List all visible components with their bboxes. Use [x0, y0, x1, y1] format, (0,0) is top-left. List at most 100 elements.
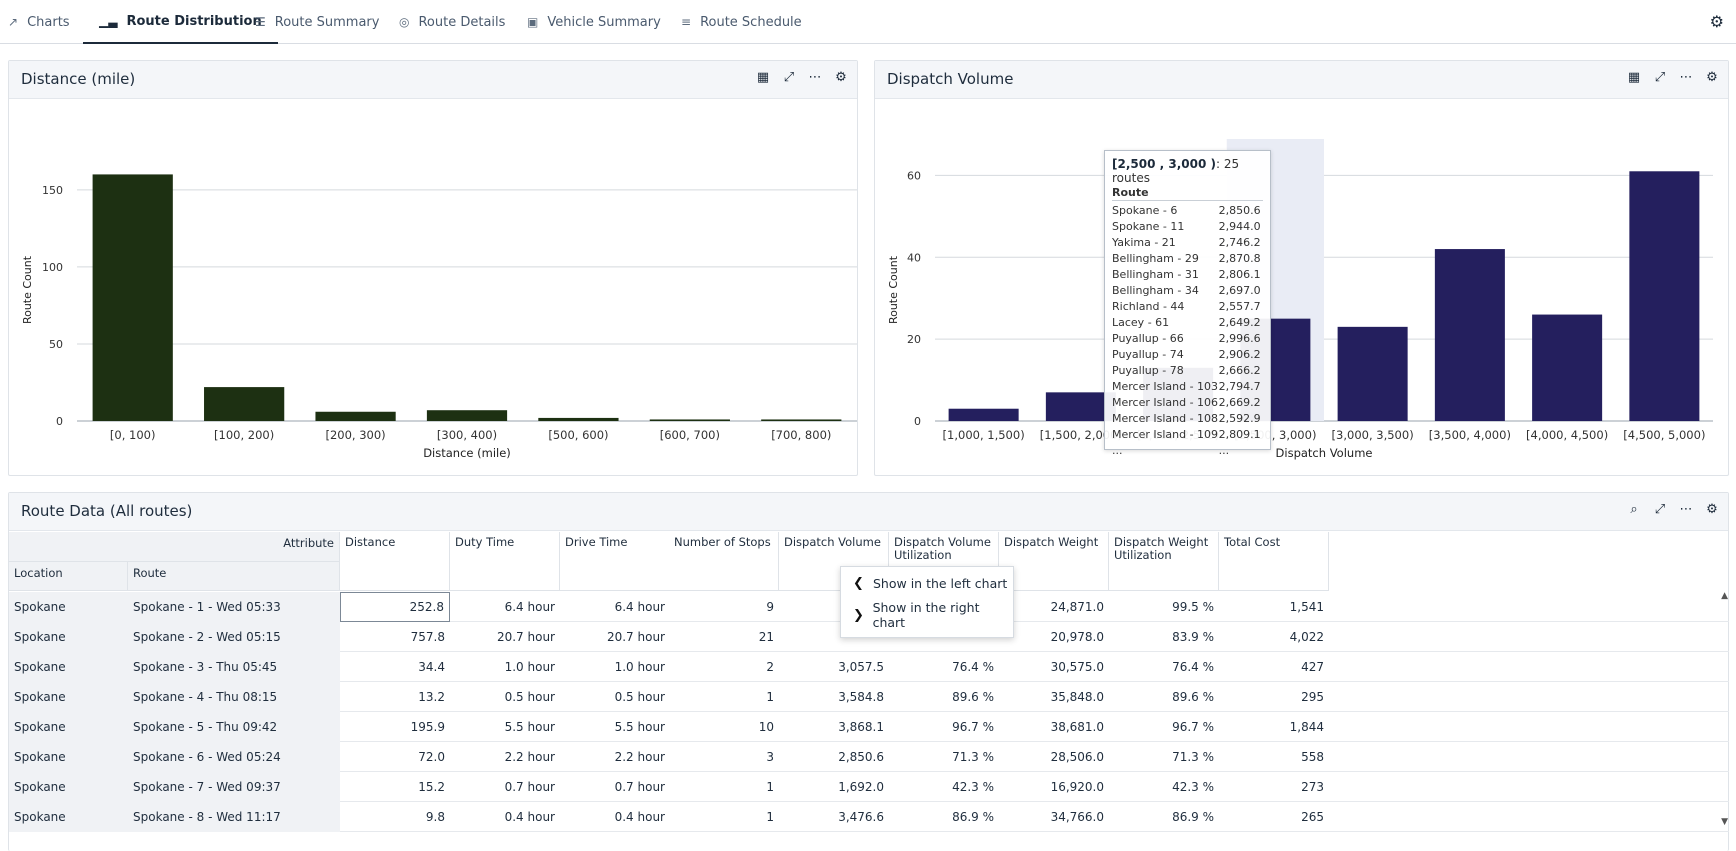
data-cell[interactable]: 21 [758, 630, 774, 644]
data-cell[interactable]: 76.4 % [1172, 660, 1214, 674]
data-cell[interactable]: 1,692.0 [838, 780, 884, 794]
data-cell[interactable]: 6.4 hour [504, 600, 555, 614]
data-cell[interactable]: 3,476.6 [838, 810, 884, 824]
data-cell[interactable]: 4,022 [1289, 630, 1324, 644]
table-row[interactable]: Spokane Spokane - 7 - Wed 09:37 15.2 0.7 ho… [9, 772, 1729, 802]
data-cell[interactable]: 1 [766, 690, 774, 704]
data-cell[interactable]: 15.2 [418, 780, 445, 794]
data-cell[interactable]: 86.9 % [952, 810, 994, 824]
route-cell[interactable]: Spokane - 6 - Wed 05:24 [128, 742, 340, 772]
column-header[interactable]: Duty Time [450, 532, 560, 591]
table-icon[interactable]: ▦ [756, 70, 770, 85]
data-cell[interactable]: 2,850.6 [838, 750, 884, 764]
data-cell[interactable]: 35,848.0 [1050, 690, 1104, 704]
expand-icon[interactable]: ⤢ [783, 70, 795, 85]
data-cell[interactable]: 9 [766, 600, 774, 614]
data-cell[interactable]: 0.4 hour [504, 810, 555, 824]
expand-icon[interactable]: ⤢ [1654, 70, 1666, 85]
tab-vehicle-summary[interactable]: ▣ Vehicle Summary [527, 0, 661, 44]
data-cell[interactable]: 83.9 % [1172, 630, 1214, 644]
route-cell[interactable]: Spokane - 4 - Thu 08:15 [128, 682, 340, 712]
tab-charts[interactable]: ↗ Charts [8, 0, 70, 44]
table-icon[interactable]: ▦ [1627, 70, 1641, 85]
gear-icon[interactable]: ⚙ [1709, 12, 1724, 31]
show-in-right-chart-item[interactable]: ❯ Show in the right chart [841, 599, 1013, 631]
data-cell[interactable]: 20,978.0 [1050, 630, 1104, 644]
data-cell[interactable]: 273 [1301, 780, 1324, 794]
location-cell[interactable]: Spokane [9, 802, 128, 832]
data-cell[interactable]: 1 [766, 780, 774, 794]
data-cell[interactable]: 265 [1301, 810, 1324, 824]
table-row[interactable]: Spokane Spokane - 8 - Wed 11:17 9.8 0.4 hou… [9, 802, 1729, 832]
route-cell[interactable]: Spokane - 5 - Thu 09:42 [128, 712, 340, 742]
location-cell[interactable]: Spokane [9, 682, 128, 712]
data-cell[interactable]: 96.7 % [1172, 720, 1214, 734]
location-cell[interactable]: Spokane [9, 652, 128, 682]
route-cell[interactable]: Spokane - 2 - Wed 05:15 [128, 622, 340, 652]
data-cell[interactable]: 30,575.0 [1050, 660, 1104, 674]
data-cell[interactable]: 42.3 % [952, 780, 994, 794]
route-header[interactable]: Route [128, 562, 340, 591]
column-header[interactable]: Drive Time [560, 532, 670, 591]
more-icon[interactable]: ⋯ [1679, 502, 1693, 517]
data-cell[interactable]: 38,681.0 [1050, 720, 1104, 734]
data-cell[interactable]: 10 [758, 720, 774, 734]
gear-icon[interactable]: ⚙ [1706, 70, 1718, 85]
tab-route-details[interactable]: ◎ Route Details [399, 0, 505, 44]
column-header[interactable]: Distance [340, 532, 450, 591]
table-row[interactable]: Spokane Spokane - 5 - Thu 09:42 195.9 5.5 h… [9, 712, 1729, 742]
data-cell[interactable]: 295 [1301, 690, 1324, 704]
more-icon[interactable]: ⋯ [808, 70, 822, 85]
column-header[interactable]: Dispatch Volume [779, 532, 889, 591]
column-header[interactable]: Total Cost [1219, 532, 1329, 591]
data-cell[interactable]: 0.5 hour [614, 690, 665, 704]
data-cell[interactable]: 2 [766, 660, 774, 674]
scroll-up-arrow[interactable]: ▲ [1721, 591, 1728, 601]
data-cell[interactable]: 1,541 [1289, 600, 1324, 614]
data-cell[interactable]: 20.7 hour [606, 630, 665, 644]
data-cell[interactable]: 1 [766, 810, 774, 824]
table-row[interactable]: Spokane Spokane - 3 - Thu 05:45 34.4 1.0 ho… [9, 652, 1729, 682]
route-cell[interactable]: Spokane - 7 - Wed 09:37 [128, 772, 340, 802]
data-cell[interactable]: 34.4 [418, 660, 445, 674]
search-icon[interactable]: ⌕ [1630, 502, 1638, 517]
data-cell[interactable]: 86.9 % [1172, 810, 1214, 824]
gear-icon[interactable]: ⚙ [835, 70, 847, 85]
data-cell[interactable]: 757.8 [410, 630, 445, 644]
gear-icon[interactable]: ⚙ [1706, 502, 1718, 517]
data-cell[interactable]: 1.0 hour [614, 660, 665, 674]
data-cell[interactable]: 0.7 hour [504, 780, 555, 794]
table-row[interactable]: Spokane Spokane - 4 - Thu 08:15 13.2 0.5 ho… [9, 682, 1729, 712]
data-cell[interactable]: 0.7 hour [614, 780, 665, 794]
data-cell[interactable]: 76.4 % [952, 660, 994, 674]
data-cell[interactable]: 24,871.0 [1050, 600, 1104, 614]
data-cell[interactable]: 96.7 % [952, 720, 994, 734]
column-header[interactable]: Dispatch Weight Utilization [1109, 532, 1219, 591]
data-cell[interactable]: 42.3 % [1172, 780, 1214, 794]
route-cell[interactable]: Spokane - 8 - Wed 11:17 [128, 802, 340, 832]
show-in-left-chart-item[interactable]: ❮ Show in the left chart [841, 567, 1013, 599]
tab-route-distribution[interactable]: ▁▃ Route Distribution [83, 0, 278, 44]
data-cell[interactable]: 72.0 [418, 750, 445, 764]
data-cell[interactable]: 2.2 hour [504, 750, 555, 764]
data-cell[interactable]: 99.5 % [1172, 600, 1214, 614]
data-cell[interactable]: 13.2 [418, 690, 445, 704]
tab-route-schedule[interactable]: ≡ Route Schedule [681, 0, 802, 44]
data-cell[interactable]: 6.4 hour [614, 600, 665, 614]
data-cell[interactable]: 71.3 % [952, 750, 994, 764]
data-cell[interactable]: 3,057.5 [838, 660, 884, 674]
scroll-down-arrow[interactable]: ▼ [1721, 817, 1728, 827]
route-cell[interactable]: Spokane - 3 - Thu 05:45 [128, 652, 340, 682]
data-cell[interactable]: 195.9 [410, 720, 445, 734]
table-row[interactable]: Spokane Spokane - 6 - Wed 05:24 72.0 2.2 ho… [9, 742, 1729, 772]
data-cell[interactable]: 3,868.1 [838, 720, 884, 734]
location-cell[interactable]: Spokane [9, 772, 128, 802]
data-cell[interactable]: 1,844 [1289, 720, 1324, 734]
expand-icon[interactable]: ⤢ [1654, 502, 1666, 517]
location-cell[interactable]: Spokane [9, 592, 128, 622]
data-cell[interactable]: 2.2 hour [614, 750, 665, 764]
data-cell[interactable]: 5.5 hour [504, 720, 555, 734]
location-cell[interactable]: Spokane [9, 712, 128, 742]
data-cell[interactable]: 71.3 % [1172, 750, 1214, 764]
data-cell[interactable]: 89.6 % [1172, 690, 1214, 704]
